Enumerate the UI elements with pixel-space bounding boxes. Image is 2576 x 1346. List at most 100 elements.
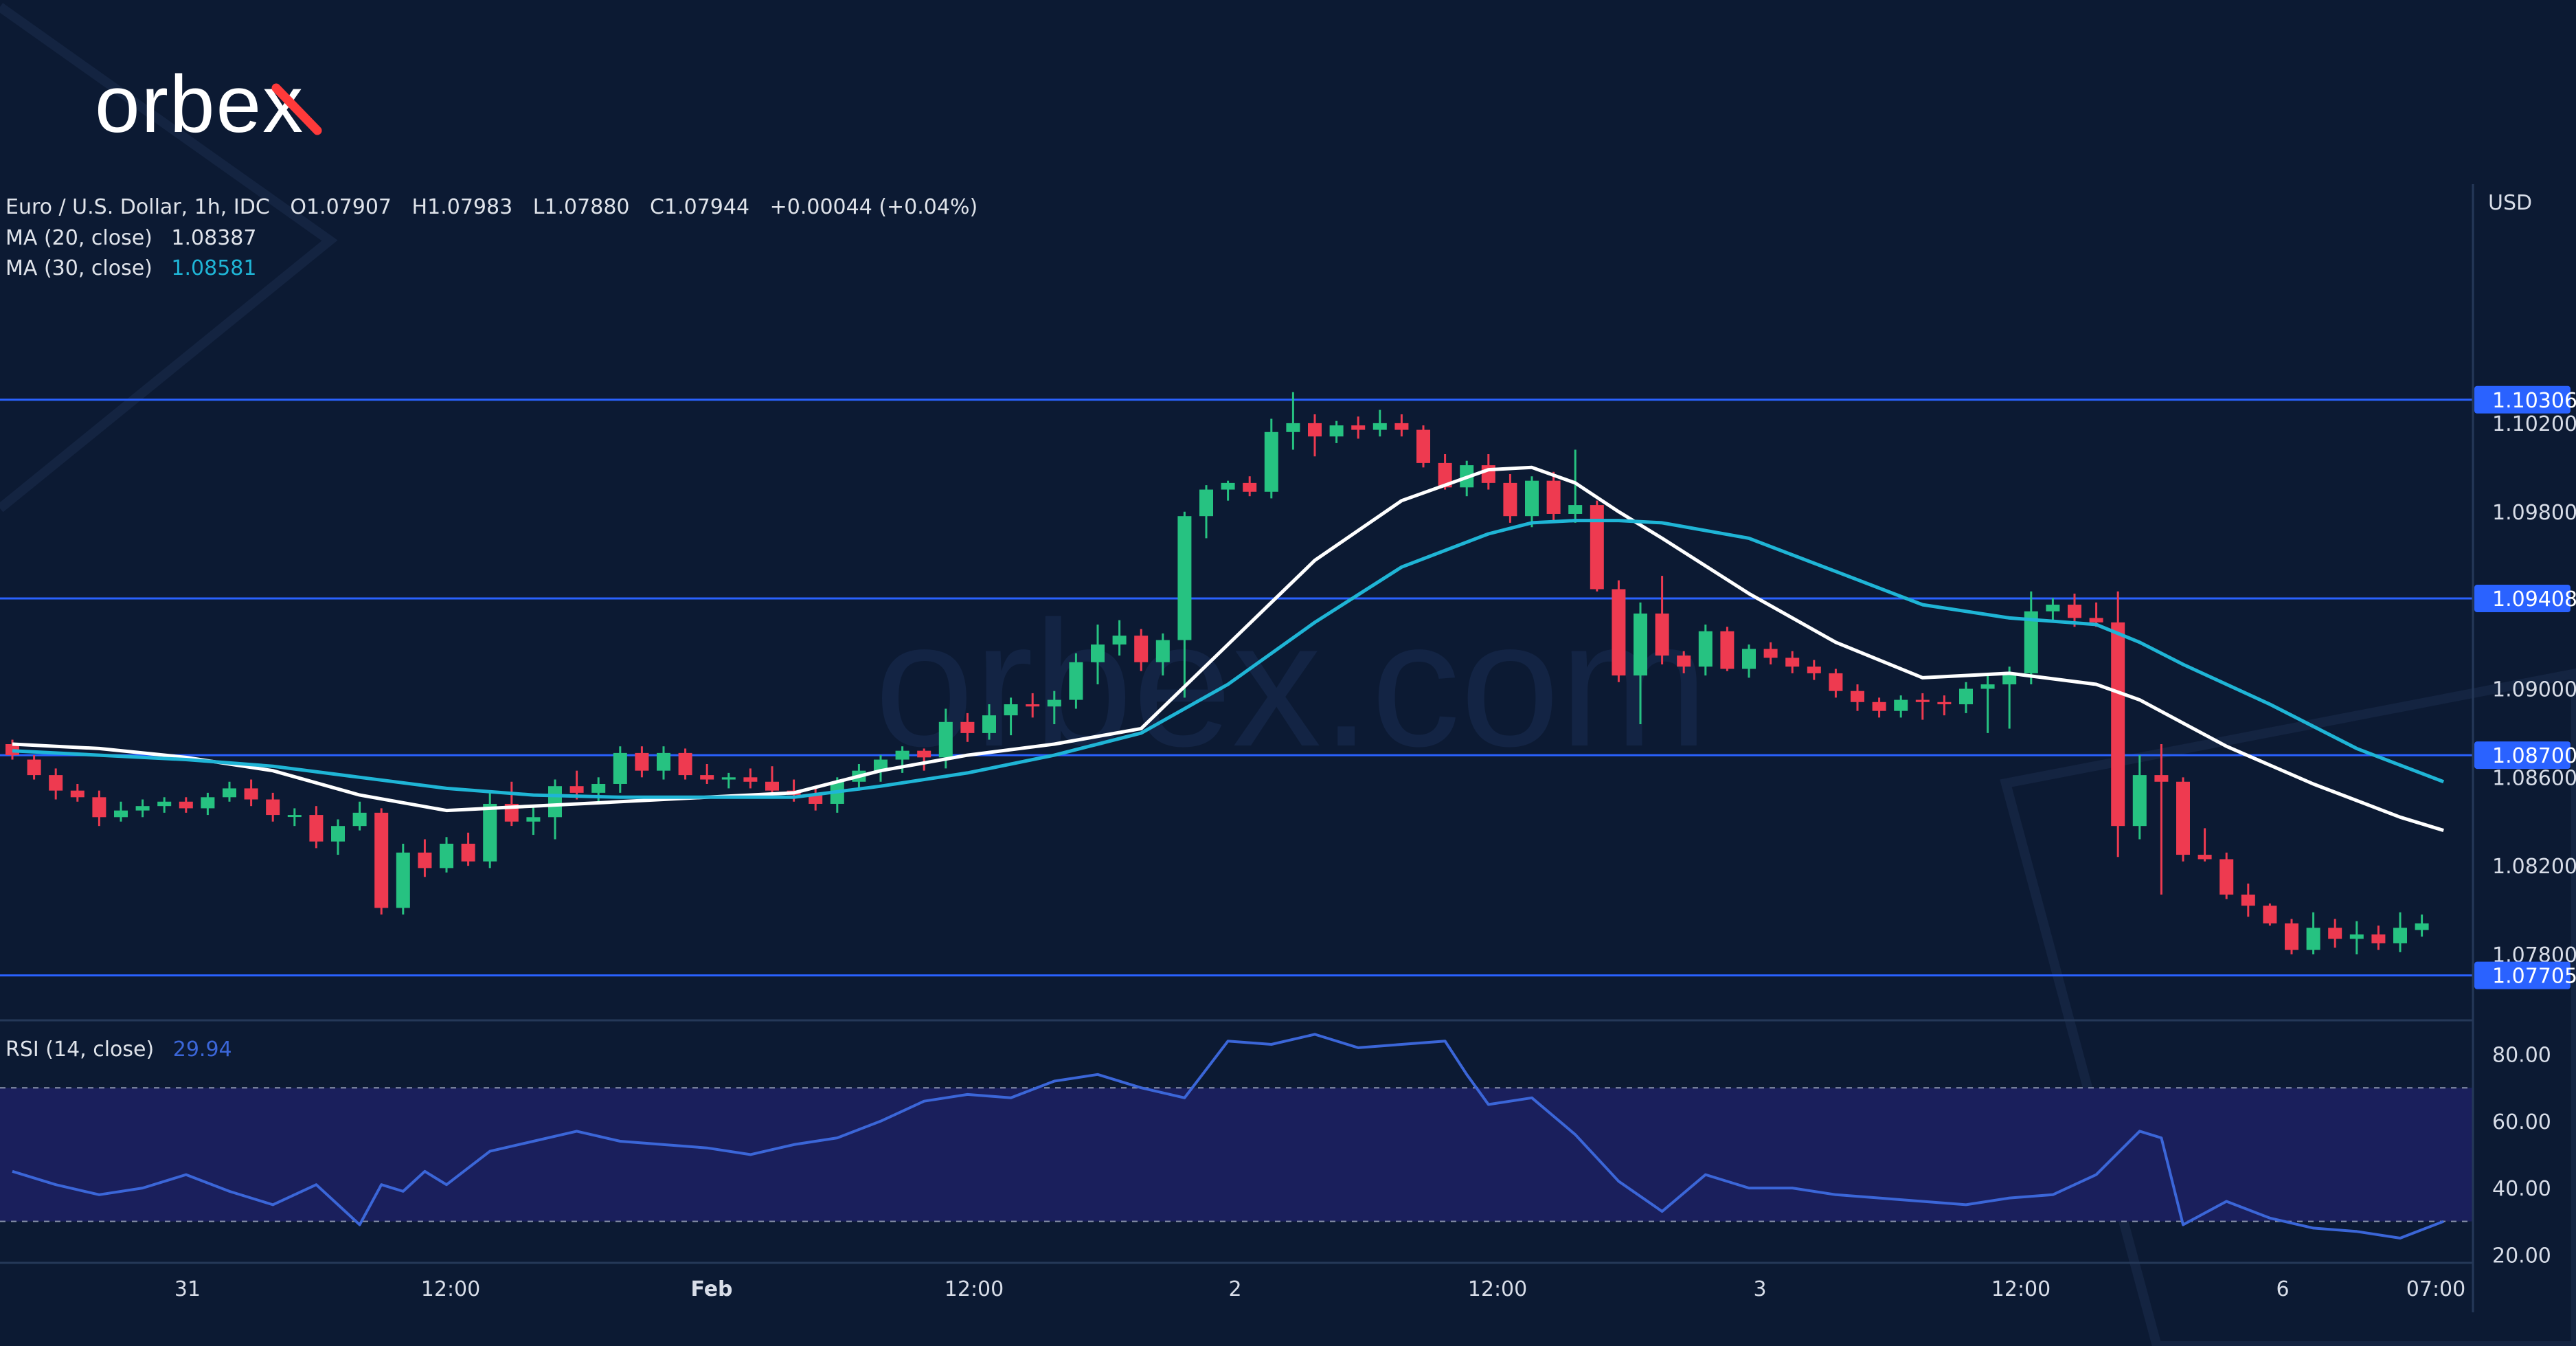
candles — [5, 392, 2429, 955]
time-tick-label: 31 — [174, 1277, 201, 1301]
level-price-label: 1.09408 — [2492, 587, 2576, 612]
candle-body — [2306, 928, 2320, 950]
candle-body — [809, 795, 823, 804]
ma20-label: MA (20, close) — [5, 226, 152, 250]
candle-body — [2176, 781, 2190, 855]
logo-x-accent-icon — [271, 83, 322, 135]
change-value: +0.00044 (+0.04%) — [770, 195, 978, 219]
candle-body — [331, 826, 345, 842]
candle-body — [201, 797, 215, 809]
rsi-axis: 20.00 40.00 60.00 80.00 — [2492, 1044, 2551, 1268]
level-price-tag — [2474, 741, 2571, 770]
candle-body — [2263, 906, 2277, 923]
candle-body — [1720, 631, 1735, 669]
candle-body — [1785, 658, 1800, 667]
candle-body — [1872, 702, 1886, 711]
rsi-panel — [0, 1033, 2473, 1240]
price-tick-label: 1.08200 — [2492, 855, 2576, 879]
candle-body — [569, 786, 584, 793]
candle-body — [2415, 923, 2429, 930]
candle-body — [1546, 480, 1561, 514]
open-value: O1.07907 — [290, 195, 392, 219]
candle-body — [2328, 928, 2342, 939]
level-price-label: 1.10306 — [2492, 389, 2576, 413]
candle-body — [1394, 423, 1409, 430]
candle-body — [135, 806, 150, 811]
candle-body — [1829, 673, 1843, 691]
candle-body — [1612, 589, 1626, 676]
candle-body — [1091, 644, 1105, 662]
ma30-line — [12, 519, 2445, 799]
candle-body — [157, 801, 172, 807]
candle-body — [2089, 618, 2103, 622]
candle-body — [1438, 462, 1452, 488]
level-price-tag — [2474, 385, 2571, 414]
candle-body — [92, 797, 106, 818]
candle-body — [309, 815, 324, 842]
level-price-label: 1.08700 — [2492, 744, 2576, 768]
level-price-tag — [2474, 585, 2571, 613]
candle-body — [613, 752, 627, 784]
time-axis: 31 12:00 Feb 12:00 2 12:00 3 12:00 6 07:00 — [174, 1277, 2465, 1301]
candle-body — [1308, 423, 1322, 437]
plot-area — [0, 392, 2473, 977]
candle-body — [1807, 666, 1821, 673]
candle-body — [179, 801, 193, 809]
candle-body — [1286, 423, 1300, 432]
candle-body — [2111, 622, 2125, 827]
high-value: H1.07983 — [412, 195, 513, 219]
candle-body — [2393, 928, 2407, 943]
candle-body — [1047, 699, 1061, 707]
watermark-text: orbex.com — [874, 585, 1708, 784]
candle-body — [1568, 505, 1583, 514]
candle-body — [1698, 631, 1713, 667]
candle-body — [1937, 702, 1952, 705]
time-tick-label: 07:00 — [2406, 1277, 2465, 1301]
low-value: L1.07880 — [533, 195, 630, 219]
time-tick-label: 3 — [1753, 1277, 1766, 1301]
symbol-legend: Euro / U.S. Dollar, 1h, IDC O1.07907 H1.… — [5, 195, 978, 219]
rsi-label: RSI (14, close) — [5, 1037, 154, 1062]
ma30-legend: MA (30, close) 1.08581 — [5, 256, 256, 280]
ma20-legend: MA (20, close) 1.08387 — [5, 226, 256, 250]
candle-body — [591, 783, 606, 793]
rsi-line — [12, 1033, 2444, 1240]
candle-body — [917, 750, 931, 758]
symbol-name: Euro / U.S. Dollar, 1h, IDC — [5, 195, 270, 219]
ma30-label: MA (30, close) — [5, 256, 152, 280]
candle-body — [526, 817, 541, 822]
currency-label: USD — [2488, 191, 2532, 215]
candle-body — [2197, 855, 2212, 860]
candle-body — [1112, 636, 1127, 645]
candle-body — [743, 777, 758, 782]
rsi-value: 29.94 — [173, 1037, 232, 1062]
candle-body — [895, 750, 909, 760]
candle-body — [2219, 859, 2234, 895]
candle-body — [874, 759, 888, 771]
candle-body — [2046, 605, 2060, 612]
candle-body — [2154, 775, 2169, 782]
candle-body — [1763, 649, 1778, 658]
close-value: C1.07944 — [650, 195, 749, 219]
candle-body — [352, 812, 367, 827]
candle-body — [635, 752, 649, 771]
candle-body — [223, 788, 236, 798]
price-tick-label: 1.10200 — [2492, 412, 2576, 436]
candle-body — [1134, 636, 1149, 662]
candle-body — [1351, 425, 1366, 430]
candle-body — [1915, 699, 1930, 702]
candle-body — [1416, 429, 1430, 463]
candle-body — [1742, 649, 1756, 669]
candle-body — [266, 799, 280, 816]
candle-body — [1525, 480, 1539, 517]
candle-body — [548, 786, 562, 818]
candle-body — [244, 788, 258, 800]
ma30-value: 1.08581 — [171, 256, 256, 280]
candle-body — [960, 721, 975, 733]
candle-body — [70, 790, 84, 798]
rsi-tick-label: 20.00 — [2492, 1244, 2551, 1268]
candle-body — [1894, 699, 1908, 711]
candle-body — [418, 852, 432, 868]
candle-body — [396, 852, 410, 908]
rsi-tick-label: 80.00 — [2492, 1044, 2551, 1068]
